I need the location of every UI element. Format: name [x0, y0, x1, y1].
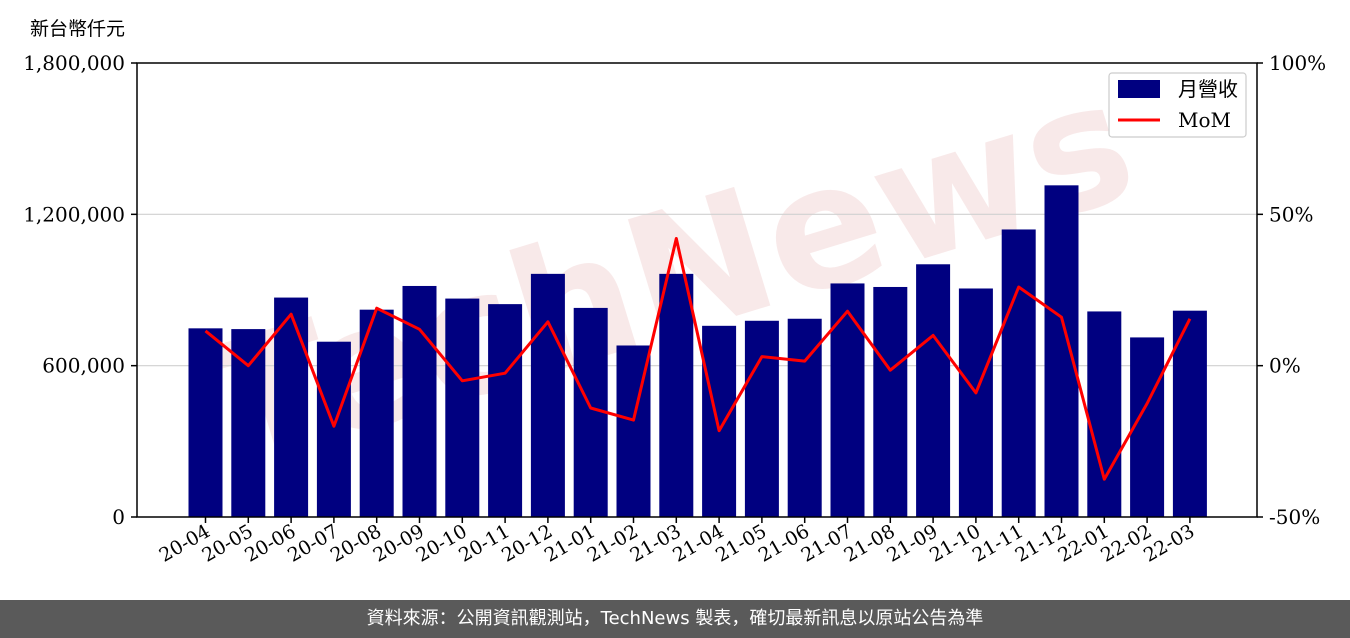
- bar-21-12: [1044, 185, 1079, 518]
- bar-21-11: [1001, 229, 1036, 517]
- bar-20-08: [359, 309, 394, 517]
- left-tick-label: 1,200,000: [23, 202, 125, 226]
- left-tick-label: 0: [112, 505, 125, 529]
- bar-22-02: [1130, 337, 1165, 517]
- bar-21-10: [958, 288, 993, 517]
- x-tick-label-22-03: 22-03: [1140, 520, 1198, 566]
- bar-21-08: [873, 286, 908, 517]
- bar-21-07: [830, 283, 865, 517]
- legend-swatch-bar: [1118, 80, 1160, 98]
- bar-22-03: [1172, 310, 1207, 517]
- right-tick-label: 0%: [1269, 354, 1301, 378]
- bar-21-03: [659, 273, 694, 517]
- bar-21-06: [787, 318, 822, 517]
- y-axis-unit-label: 新台幣仟元: [30, 18, 126, 40]
- bar-20-12: [530, 273, 565, 517]
- bar-20-07: [316, 341, 351, 517]
- legend: 月營收 MoM: [1108, 72, 1247, 138]
- bar-21-09: [916, 264, 951, 517]
- left-tick-label: 1,800,000: [23, 51, 125, 75]
- source-footer: 資料來源：公開資訊觀測站，TechNews 製表，確切最新訊息以原站公告為準: [0, 600, 1350, 638]
- plot-frame: [136, 62, 1258, 518]
- right-tick-label: 50%: [1269, 202, 1313, 226]
- revenue-chart: TechNews0600,0001,200,0001,800,000-50%0%…: [23, 42, 1326, 567]
- bar-20-04: [188, 328, 223, 517]
- bar-20-10: [445, 298, 480, 517]
- bar-21-05: [744, 320, 779, 517]
- right-tick-label: 100%: [1269, 51, 1326, 75]
- bar-20-06: [274, 297, 309, 517]
- bar-20-09: [402, 285, 437, 517]
- legend-label-mom: MoM: [1178, 108, 1231, 132]
- mom-line: [204, 237, 1192, 481]
- bar-21-04: [702, 325, 737, 517]
- legend-label-revenue: 月營收: [1178, 77, 1238, 101]
- left-tick-label: 600,000: [42, 354, 125, 378]
- right-tick-label: -50%: [1269, 505, 1320, 529]
- bar-20-11: [488, 304, 523, 517]
- bar-22-01: [1087, 311, 1122, 517]
- bar-20-05: [231, 329, 266, 517]
